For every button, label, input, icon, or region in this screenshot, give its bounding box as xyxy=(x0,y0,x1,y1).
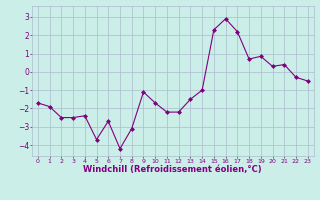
X-axis label: Windchill (Refroidissement éolien,°C): Windchill (Refroidissement éolien,°C) xyxy=(84,165,262,174)
